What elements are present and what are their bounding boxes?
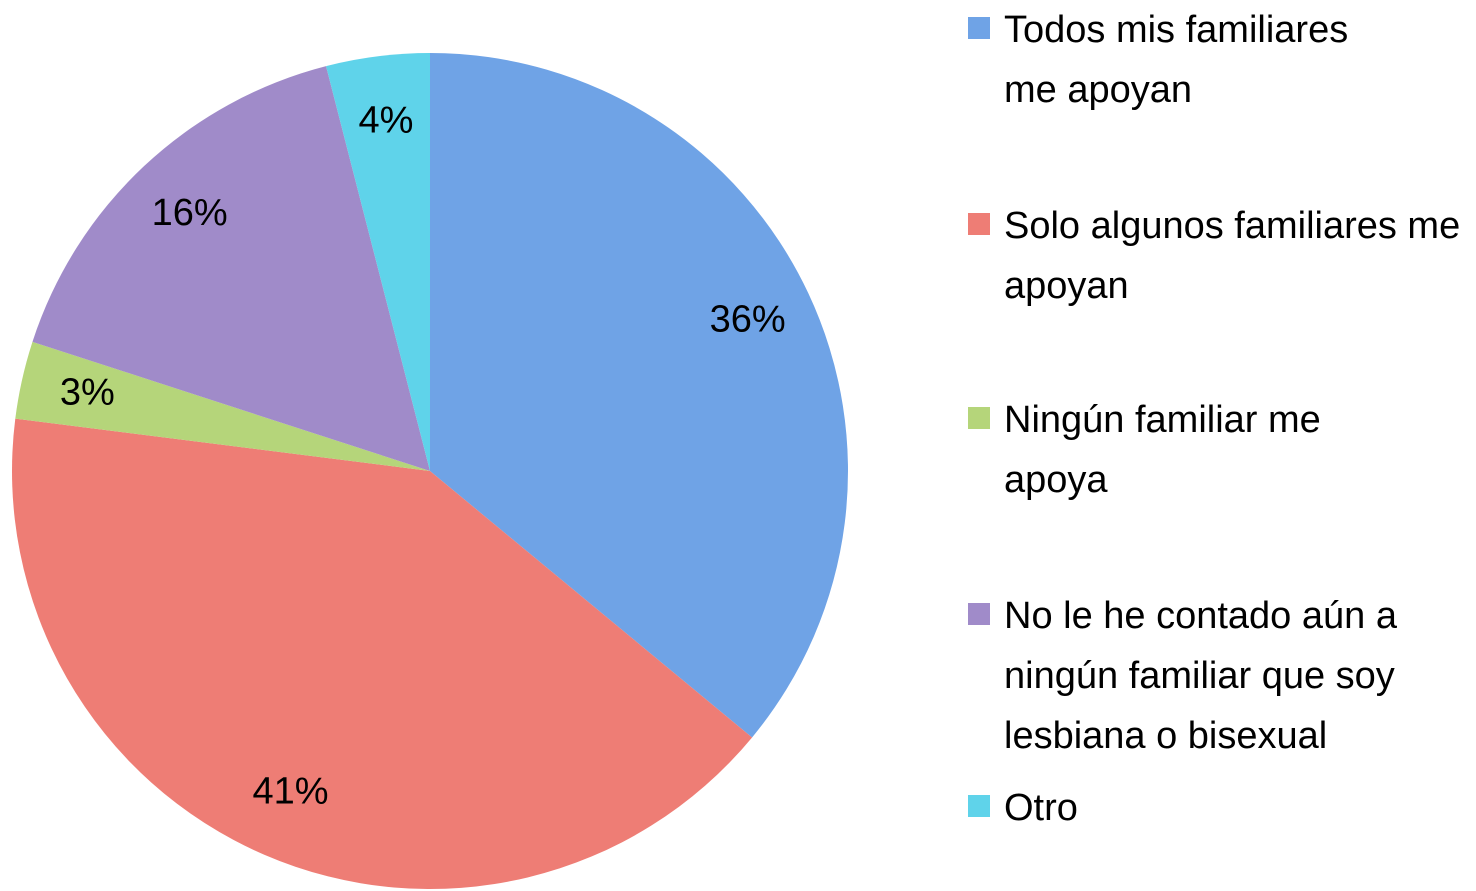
data-label: 16%	[152, 192, 228, 234]
legend-item: Otro	[968, 778, 1474, 838]
legend-item: Solo algunos familiares me apoyan	[968, 196, 1474, 316]
legend-item: No le he contado aún a ningún familiar q…	[968, 586, 1474, 766]
legend-item: Ningún familiar me apoya	[968, 390, 1364, 510]
legend-swatch	[968, 17, 990, 39]
data-label: 3%	[60, 371, 115, 413]
pie-slice	[430, 53, 848, 738]
legend-item: Todos mis familiares me apoyan	[968, 0, 1394, 120]
data-label: 41%	[253, 770, 329, 812]
legend-label: Ningún familiar me apoya	[1004, 399, 1321, 501]
legend-label: No le he contado aún a ningún familiar q…	[1004, 595, 1397, 757]
pie-slice	[326, 53, 430, 471]
legend-label: Todos mis familiares me apoyan	[1004, 9, 1349, 111]
data-label: 36%	[710, 299, 786, 341]
legend-swatch	[968, 407, 990, 429]
pie-slice	[32, 66, 431, 472]
pie-slice	[15, 341, 431, 471]
legend-label: Solo algunos familiares me apoyan	[1004, 205, 1461, 307]
chart: 36% 41% 3% 16% 4%	[12, 53, 848, 890]
data-label: 4%	[359, 100, 414, 142]
legend-swatch	[968, 603, 990, 625]
pie-slice	[12, 418, 753, 890]
legend-swatch	[968, 213, 990, 235]
legend-label: Otro	[1004, 787, 1078, 829]
legend-swatch	[968, 795, 990, 817]
